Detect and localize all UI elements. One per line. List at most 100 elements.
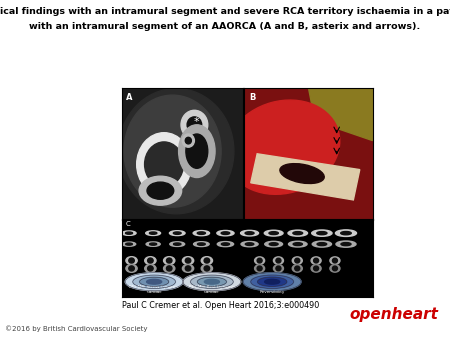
Ellipse shape	[144, 142, 184, 187]
Ellipse shape	[330, 257, 340, 264]
Circle shape	[251, 275, 293, 288]
Circle shape	[182, 134, 194, 147]
Ellipse shape	[182, 257, 194, 265]
Text: *: *	[194, 117, 200, 127]
Circle shape	[221, 243, 230, 245]
Ellipse shape	[145, 257, 156, 265]
Ellipse shape	[147, 182, 174, 199]
Ellipse shape	[276, 266, 281, 271]
Ellipse shape	[201, 257, 212, 265]
Circle shape	[173, 232, 181, 234]
Circle shape	[198, 277, 226, 286]
Circle shape	[126, 243, 132, 245]
Ellipse shape	[255, 257, 265, 264]
Ellipse shape	[124, 95, 221, 207]
Ellipse shape	[292, 257, 302, 264]
Circle shape	[341, 232, 351, 235]
Circle shape	[241, 241, 258, 247]
Circle shape	[204, 280, 220, 284]
Ellipse shape	[314, 258, 319, 263]
Circle shape	[187, 117, 202, 133]
Ellipse shape	[330, 265, 340, 272]
Ellipse shape	[179, 125, 215, 177]
Circle shape	[269, 232, 279, 235]
Ellipse shape	[314, 266, 319, 271]
Circle shape	[183, 273, 241, 291]
Ellipse shape	[292, 265, 302, 272]
Ellipse shape	[276, 258, 281, 263]
Text: openheart: openheart	[350, 307, 439, 322]
Ellipse shape	[185, 266, 191, 271]
Circle shape	[293, 243, 302, 246]
Circle shape	[170, 231, 185, 236]
Circle shape	[335, 230, 356, 237]
Ellipse shape	[280, 164, 324, 184]
Circle shape	[181, 110, 208, 139]
Polygon shape	[309, 88, 373, 141]
Ellipse shape	[126, 257, 137, 265]
Circle shape	[257, 277, 287, 286]
Ellipse shape	[333, 266, 338, 271]
Ellipse shape	[333, 258, 338, 263]
Text: PET MBI Stress Dynamic
Cardiac: PET MBI Stress Dynamic Cardiac	[129, 285, 179, 293]
Circle shape	[317, 232, 327, 235]
Circle shape	[133, 275, 176, 288]
Circle shape	[245, 243, 254, 245]
Ellipse shape	[226, 100, 340, 194]
Text: Paul C Cremer et al. Open Heart 2016;3:e000490: Paul C Cremer et al. Open Heart 2016;3:e…	[122, 301, 319, 311]
Circle shape	[288, 241, 307, 247]
Circle shape	[243, 273, 301, 291]
Circle shape	[122, 242, 136, 246]
Text: with an intramural segment of an AAORCA (A and B, asterix and arrows).: with an intramural segment of an AAORCA …	[29, 22, 421, 31]
Circle shape	[126, 232, 133, 234]
Circle shape	[146, 231, 161, 236]
Circle shape	[217, 242, 234, 247]
Ellipse shape	[126, 265, 137, 272]
Polygon shape	[244, 88, 373, 220]
Circle shape	[194, 242, 209, 246]
Ellipse shape	[274, 257, 284, 264]
Circle shape	[312, 230, 332, 236]
Text: ©2016 by British Cardiovascular Society: ©2016 by British Cardiovascular Society	[5, 325, 148, 332]
Ellipse shape	[255, 265, 265, 272]
Circle shape	[336, 241, 356, 247]
Circle shape	[149, 243, 157, 245]
Circle shape	[293, 232, 303, 235]
Circle shape	[217, 231, 234, 236]
Text: B: B	[249, 93, 256, 102]
Ellipse shape	[295, 266, 300, 271]
Text: PET MBI Rest Dynamic
Cardiac: PET MBI Rest Dynamic Cardiac	[189, 285, 235, 293]
Circle shape	[317, 243, 327, 246]
Text: Surgical findings with an intramural segment and severe RCA territory ischaemia : Surgical findings with an intramural seg…	[0, 7, 450, 16]
Ellipse shape	[137, 133, 191, 196]
Circle shape	[146, 242, 160, 246]
Ellipse shape	[204, 266, 210, 271]
Ellipse shape	[257, 258, 262, 263]
Circle shape	[265, 280, 280, 284]
Text: A: A	[126, 93, 133, 102]
Circle shape	[122, 231, 136, 235]
Ellipse shape	[204, 258, 210, 263]
Text: Reversibility: Reversibility	[260, 290, 285, 293]
Ellipse shape	[185, 258, 191, 263]
Ellipse shape	[311, 257, 321, 264]
Circle shape	[193, 231, 210, 236]
Circle shape	[245, 232, 254, 235]
Ellipse shape	[182, 265, 194, 272]
Ellipse shape	[118, 89, 234, 214]
Ellipse shape	[163, 257, 175, 265]
Circle shape	[241, 230, 259, 236]
Ellipse shape	[163, 265, 175, 272]
Text: C: C	[125, 221, 130, 227]
Ellipse shape	[311, 265, 321, 272]
Ellipse shape	[274, 265, 284, 272]
Circle shape	[140, 277, 169, 286]
Circle shape	[174, 243, 181, 245]
Ellipse shape	[139, 176, 182, 205]
Circle shape	[190, 275, 233, 288]
Ellipse shape	[148, 266, 153, 271]
Ellipse shape	[166, 266, 172, 271]
Ellipse shape	[129, 258, 134, 263]
Circle shape	[264, 230, 283, 236]
Circle shape	[288, 230, 307, 236]
